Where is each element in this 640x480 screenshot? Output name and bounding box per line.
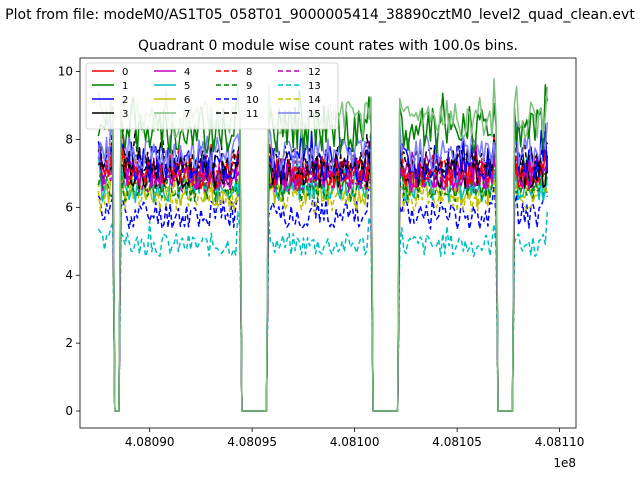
- x-axis-offset-label: 1e8: [553, 456, 576, 470]
- y-tick-label: 2: [65, 336, 73, 350]
- y-tick-label: 4: [65, 268, 73, 282]
- y-tick-label: 0: [65, 404, 73, 418]
- series-line-9: [97, 154, 549, 412]
- series-line-10: [97, 179, 549, 412]
- legend-label-3: 3: [122, 109, 128, 120]
- legend-label-14: 14: [308, 95, 321, 106]
- chart-title: Quadrant 0 module wise count rates with …: [138, 38, 518, 54]
- legend-label-2: 2: [122, 95, 128, 106]
- y-tick-label: 6: [65, 200, 73, 214]
- x-tick-label: 4.08090: [125, 435, 175, 449]
- series-line-5: [97, 154, 549, 412]
- series-line-14: [97, 156, 549, 412]
- legend-label-4: 4: [184, 67, 190, 78]
- legend-label-1: 1: [122, 81, 128, 92]
- legend-label-15: 15: [308, 109, 321, 120]
- legend-box: [85, 62, 339, 130]
- series-line-4: [97, 138, 549, 412]
- figure-suptitle: Plot from file: modeM0/AS1T05_058T01_900…: [5, 7, 635, 23]
- x-tick-label: 4.08100: [330, 435, 380, 449]
- axes-layer: 4.08090 4.08095 4.08100 4.08105 4.08110 0 2 4 6 8…: [58, 65, 585, 449]
- legend-label-7: 7: [184, 109, 190, 120]
- legend-label-13: 13: [308, 81, 321, 92]
- series-line-13: [97, 211, 549, 412]
- legend-label-6: 6: [184, 95, 190, 106]
- legend-label-0: 0: [122, 67, 128, 78]
- y-tick-label: 10: [58, 65, 73, 79]
- legend-label-8: 8: [246, 67, 252, 78]
- y-tick-label: 8: [65, 132, 73, 146]
- x-tick-label: 4.08110: [535, 435, 585, 449]
- legend-label-11: 11: [246, 109, 259, 120]
- x-tick-label: 4.08095: [227, 435, 277, 449]
- legend-label-5: 5: [184, 81, 190, 92]
- plot-area: [79, 57, 577, 429]
- x-tick-label: 4.08105: [432, 435, 482, 449]
- legend-label-9: 9: [246, 81, 252, 92]
- legend-label-10: 10: [246, 95, 259, 106]
- legend-label-12: 12: [308, 67, 321, 78]
